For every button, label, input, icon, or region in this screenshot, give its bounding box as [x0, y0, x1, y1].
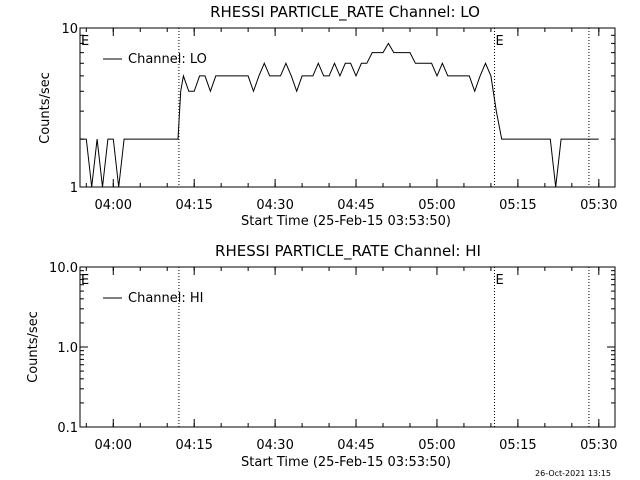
y-tick-label: 0.1: [57, 421, 78, 436]
legend-label: Channel: HI: [128, 291, 204, 306]
x-tick-label: 04:15: [175, 198, 212, 213]
marker-label: E: [81, 273, 89, 288]
x-tick-label: 04:15: [175, 438, 212, 453]
y-tick-labels: 0.1 1.0 10.0: [49, 261, 78, 436]
chart-title: RHESSI PARTICLE_RATE Channel: HI: [215, 242, 481, 261]
panel-lo: RHESSI PARTICLE_RATE Channel: LO 1 10 04:…: [38, 3, 618, 229]
marker-label: E: [496, 273, 504, 288]
x-tick-labels: 04:00 04:15 04:30 04:45 05:00 05:15 05:30: [95, 438, 618, 453]
x-axis-label: Start Time (25-Feb-15 03:53:50): [241, 214, 451, 229]
y-axis-label: Counts/sec: [26, 311, 41, 383]
marker-label: E: [81, 34, 89, 49]
y-tick-labels: 1 10: [61, 22, 78, 196]
y-tick-label: 10: [61, 22, 78, 37]
x-tick-label: 04:00: [95, 438, 132, 453]
y-tick-label: 1: [70, 181, 78, 196]
plot-frame: [79, 27, 616, 188]
panel-hi: RHESSI PARTICLE_RATE Channel: HI 0.1 1.0 1…: [26, 242, 618, 470]
legend: Channel: LO: [103, 52, 207, 67]
legend-label: Channel: LO: [128, 52, 207, 67]
series-channel-lo: [80, 42, 599, 188]
x-tick-labels: 04:00 04:15 04:30 04:45 05:00 05:15 05:30: [95, 198, 618, 213]
x-axis-label: Start Time (25-Feb-15 03:53:50): [241, 455, 451, 470]
tick-marks: [80, 266, 615, 428]
x-tick-label: 04:30: [256, 438, 293, 453]
x-tick-label: 05:00: [418, 438, 455, 453]
x-tick-label: 05:15: [499, 198, 536, 213]
marker-label: E: [496, 34, 504, 49]
x-tick-label: 05:30: [580, 438, 617, 453]
x-tick-label: 05:30: [580, 198, 617, 213]
chart-title: RHESSI PARTICLE_RATE Channel: LO: [210, 3, 480, 22]
x-tick-label: 04:45: [337, 198, 374, 213]
x-tick-label: 04:45: [337, 438, 374, 453]
y-tick-label: 10.0: [49, 261, 78, 276]
legend: Channel: HI: [103, 291, 204, 306]
series-line: [80, 42, 599, 188]
x-tick-label: 05:15: [499, 438, 536, 453]
footer-timestamp: 26-Oct-2021 13:15: [535, 469, 611, 478]
x-tick-label: 04:30: [256, 198, 293, 213]
x-tick-label: 04:00: [95, 198, 132, 213]
x-tick-label: 05:00: [418, 198, 455, 213]
y-tick-label: 1.0: [57, 341, 78, 356]
y-axis-label: Counts/sec: [38, 72, 53, 144]
